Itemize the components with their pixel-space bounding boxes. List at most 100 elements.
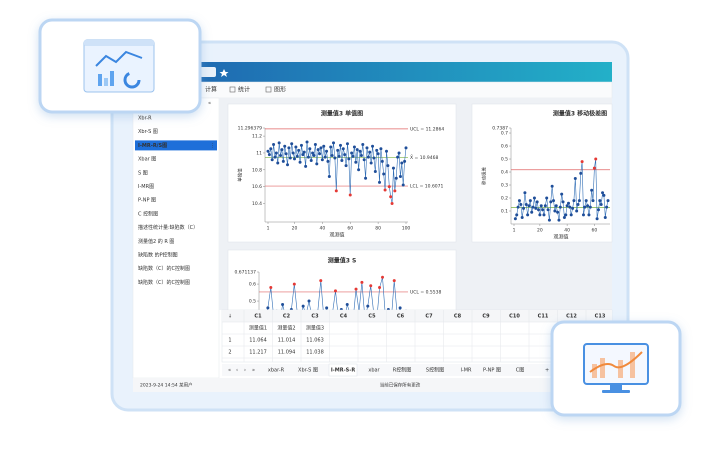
data-point (561, 200, 565, 204)
cell[interactable]: 11.217 (249, 350, 267, 356)
data-point (336, 148, 340, 152)
y-tick-label: 10.6 (252, 184, 262, 190)
column-header-label[interactable]: C9 (482, 314, 490, 320)
data-point (523, 191, 527, 195)
sidebar-item[interactable]: I-MR图 (138, 184, 154, 190)
data-point (288, 156, 292, 160)
y-axis-label: 移动极差 (481, 167, 488, 185)
sidebar-item[interactable]: I-MR-R/S图 (138, 142, 167, 149)
column-header-label[interactable]: C1 (254, 314, 262, 320)
sidebar-item[interactable]: 缺陷数（C）的C控制图 (138, 279, 190, 286)
data-point (298, 160, 302, 164)
column-name[interactable]: 测量值3 (306, 325, 324, 332)
row-number[interactable]: 2 (228, 350, 231, 356)
chart-panel (227, 103, 457, 243)
sidebar-item[interactable]: 缺陷数 的P控制图 (138, 252, 178, 259)
sidebar-item[interactable]: 测量值2 的 R 图 (138, 238, 174, 245)
x-tick-label: 1 (267, 226, 270, 232)
column-header-label[interactable]: C6 (397, 314, 405, 320)
data-point (398, 175, 402, 179)
column-header-label[interactable]: C10 (509, 314, 520, 320)
cell[interactable]: 11.063 (306, 338, 324, 344)
chart: 测量值3 移动极差图 0.1 0.2 0.3 0.4 0.5 0.6 0.70.7387 1 20… (481, 110, 610, 241)
star-icon[interactable] (219, 69, 229, 77)
sidebar-item[interactable]: S 图 (138, 170, 148, 176)
column-header-label[interactable]: C11 (538, 314, 549, 320)
data-point (575, 209, 579, 213)
tab-nav[interactable]: › (244, 368, 246, 374)
sidebar-item[interactable]: Xbar 图 (138, 157, 156, 163)
data-point (360, 280, 364, 284)
tab-nav[interactable]: ‹ (236, 368, 238, 374)
data-point (539, 204, 543, 208)
sheet-tab[interactable]: xbar-R (268, 368, 285, 374)
sidebar-item[interactable]: Xbr-S 图 (138, 129, 158, 135)
data-point (598, 199, 602, 203)
sidebar-item[interactable]: P-NP 图 (138, 198, 156, 204)
data-point (394, 176, 398, 180)
x-tick-label: 60 (347, 226, 353, 232)
data-point (290, 142, 294, 146)
tab-nav[interactable]: » (252, 368, 255, 374)
cell[interactable]: 11.064 (249, 338, 267, 344)
x-tick-label: 20 (537, 228, 543, 234)
sidebar-item[interactable]: 描述性统计量:缺陷数（C） (138, 224, 198, 231)
chart-title: 测量值3 移动极差图 (553, 110, 607, 118)
data-point (361, 143, 365, 147)
sidebar-item[interactable]: Xbr-R (138, 116, 152, 122)
data-point (396, 155, 400, 159)
column-header-label[interactable]: C12 (566, 314, 577, 320)
control-limit-label: UCL = 11.2864 (410, 126, 444, 132)
column-header-label[interactable]: C8 (454, 314, 462, 320)
data-point (404, 146, 408, 150)
cell[interactable]: 11.038 (306, 350, 324, 356)
toolbar-item[interactable]: 图形 (274, 86, 286, 94)
add-tab[interactable]: + (545, 368, 549, 374)
column-header-label[interactable]: C7 (425, 314, 433, 320)
data-point (537, 208, 541, 212)
column-header-label[interactable]: C3 (311, 314, 319, 320)
row-number[interactable]: 1 (228, 338, 231, 344)
data-point (281, 302, 285, 306)
column-name[interactable]: 测量值1 (249, 325, 267, 332)
data-point (319, 146, 323, 150)
data-point (338, 143, 342, 147)
sheet-tab[interactable]: C图 (516, 368, 525, 374)
toolbar-item[interactable]: 计算 (205, 86, 217, 94)
data-point (305, 140, 309, 144)
sidebar-item[interactable]: C 控制图 (138, 210, 158, 217)
data-point (283, 144, 287, 148)
sidebar-selected (135, 140, 217, 151)
sidebar-item[interactable]: 缺陷数（C）的C控制图 (138, 265, 190, 272)
y-axis-label: 单独值 (237, 168, 244, 182)
data-point (581, 213, 585, 217)
data-point (580, 160, 584, 164)
toolbar-icon (229, 86, 236, 93)
sheet-tab[interactable]: P-NP 图 (483, 368, 501, 374)
data-point (566, 201, 570, 205)
chart-panel (471, 103, 613, 243)
y-tick-label: 0.671137 (235, 270, 257, 276)
sheet-tab[interactable]: I-MR-S-R (331, 368, 356, 374)
sheet-tab[interactable]: I-MR (460, 368, 472, 374)
y-tick-label: 0.6 (249, 282, 256, 288)
cell[interactable]: 11.094 (278, 350, 296, 356)
column-header-label[interactable]: C13 (595, 314, 606, 320)
data-point (322, 144, 326, 148)
data-point (596, 208, 600, 212)
column-header-label[interactable]: C2 (283, 314, 291, 320)
sheet-tab[interactable]: Xbr-S 图 (298, 368, 318, 374)
column-name[interactable]: 测量值2 (277, 325, 295, 332)
data-point (526, 213, 530, 217)
sheet-tab[interactable]: xbar (368, 368, 380, 374)
collapse-icon[interactable]: « (208, 101, 211, 107)
tab-nav[interactable]: « (228, 368, 231, 374)
title-tab[interactable] (200, 67, 216, 77)
column-header-label[interactable]: C5 (368, 314, 376, 320)
data-point (380, 159, 384, 163)
cell[interactable]: 11.014 (278, 338, 296, 344)
sheet-tab[interactable]: R控制图 (393, 367, 411, 374)
toolbar-item[interactable]: 统计 (238, 86, 250, 94)
column-header-label[interactable]: C4 (340, 314, 348, 320)
sheet-tab[interactable]: S控制图 (426, 367, 444, 374)
